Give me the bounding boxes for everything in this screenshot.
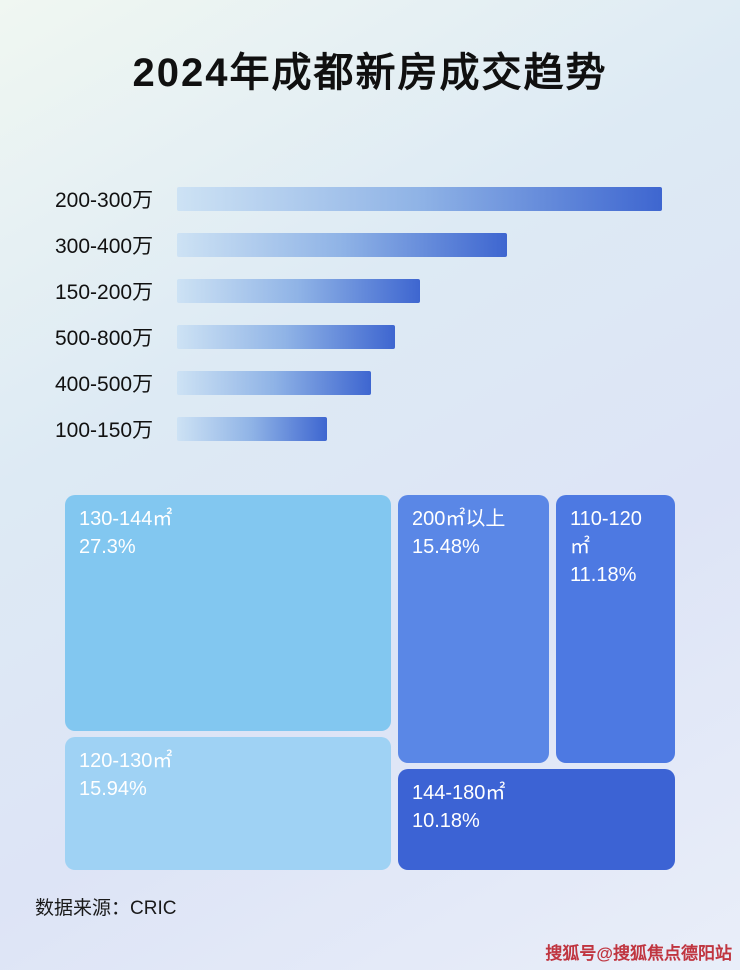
bar-category-label: 200-300万 <box>55 188 154 212</box>
treemap-tile: 130-144㎡ 27.3% <box>65 495 391 731</box>
treemap-chart: 130-144㎡ 27.3% 200㎡以上 15.48% 110-120㎡ 11.18% 1… <box>65 495 675 870</box>
tile-value: 15.94% <box>79 778 147 800</box>
tile-value: 11.18% <box>570 564 637 586</box>
bar-category-label: 400-500万 <box>55 372 154 396</box>
tile-value: 15.48% <box>412 536 480 558</box>
tile-label: 120-130㎡ <box>79 750 173 772</box>
tile-label: 144-180㎡ <box>412 782 506 804</box>
bar-row: 300-400万 <box>55 232 695 258</box>
page-title: 2024年成都新房成交趋势 <box>132 51 608 95</box>
bar-row: 400-500万 <box>55 370 695 396</box>
tile-value: 27.3% <box>79 536 136 558</box>
watermark: 搜狐号@搜狐焦点德阳站 <box>545 944 732 963</box>
bar <box>177 416 328 441</box>
bar-row: 200-300万 <box>55 186 695 212</box>
data-source-label: 数据来源：CRIC <box>35 898 177 919</box>
bar-track <box>177 324 662 349</box>
bar-track <box>177 416 662 441</box>
bar-row: 500-800万 <box>55 324 695 350</box>
treemap-tile: 120-130㎡ 15.94% <box>65 737 391 870</box>
bar-chart: 200-300万 300-400万 150-200万 500-800万 400-500万… <box>55 186 695 462</box>
tile-value: 10.18% <box>412 810 480 832</box>
bar <box>177 186 662 211</box>
bar-row: 150-200万 <box>55 278 695 304</box>
bar-track <box>177 186 662 211</box>
bar-category-label: 150-200万 <box>55 280 154 304</box>
treemap-tile: 200㎡以上 15.48% <box>398 495 549 763</box>
tile-label: 130-144㎡ <box>79 508 173 530</box>
bar <box>177 324 396 349</box>
bar-row: 100-150万 <box>55 416 695 442</box>
bar <box>177 278 420 303</box>
bar <box>177 232 507 257</box>
treemap-tile: 110-120㎡ 11.18% <box>556 495 675 763</box>
tile-label: 110-120㎡ <box>570 508 642 558</box>
bar-category-label: 500-800万 <box>55 326 154 350</box>
bar-track <box>177 370 662 395</box>
bar-category-label: 300-400万 <box>55 234 154 258</box>
bar-track <box>177 232 662 257</box>
bar-category-label: 100-150万 <box>55 418 154 442</box>
bar-track <box>177 278 662 303</box>
bar <box>177 370 371 395</box>
treemap-tile: 144-180㎡ 10.18% <box>398 769 675 870</box>
tile-label: 200㎡以上 <box>412 508 506 530</box>
